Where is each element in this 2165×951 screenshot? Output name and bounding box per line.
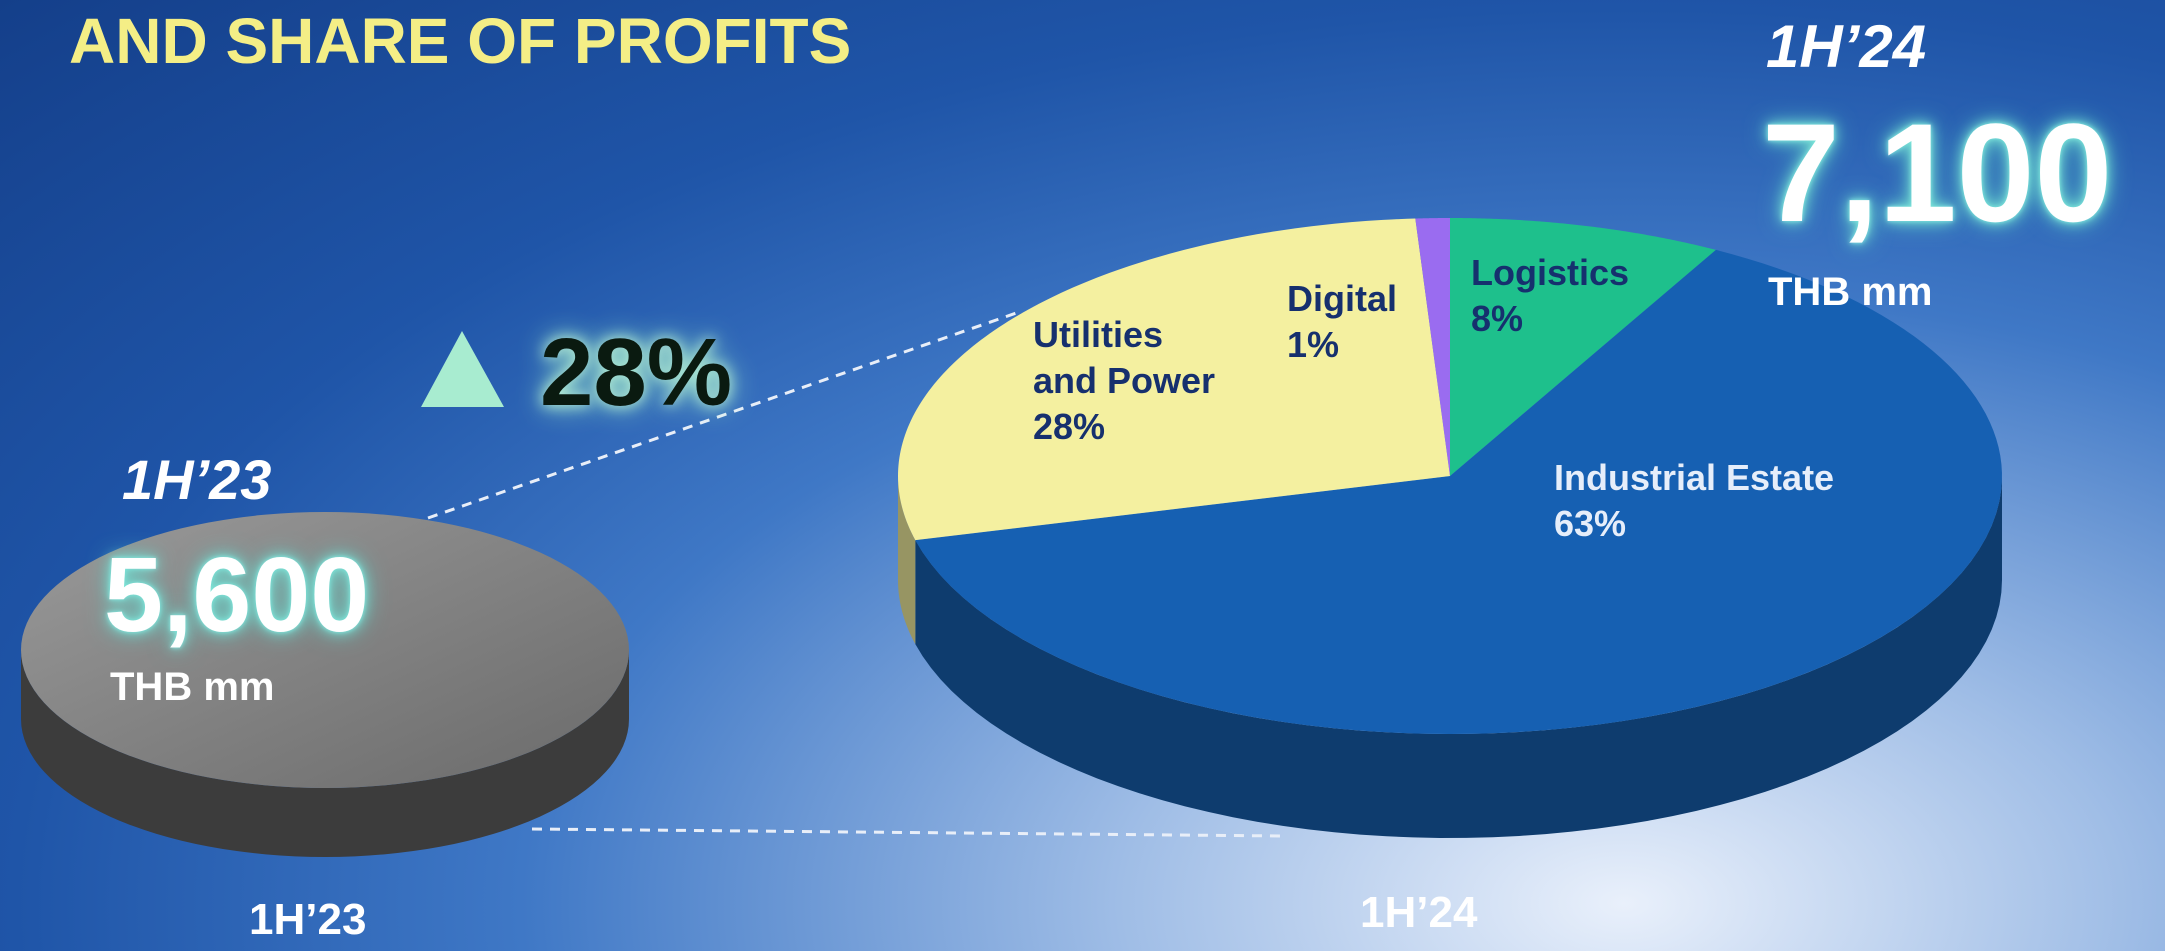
connector: [427, 309, 1023, 520]
pie-slice: [898, 218, 1450, 541]
pie-slice: [1450, 218, 1716, 476]
change: 28%: [540, 319, 733, 426]
value-label: 63%: [1554, 503, 1627, 544]
value-label: 8%: [1471, 298, 1524, 339]
category-name: Digital: [1287, 278, 1398, 319]
slice-label: Industrial Estate 63%: [1554, 455, 1834, 547]
up-arrow: [421, 331, 504, 407]
pie-side: [915, 476, 2003, 838]
total: 5,600: [104, 536, 370, 654]
pie: [898, 218, 2003, 838]
axis-label: 1H’24: [1360, 888, 1478, 937]
period: 1H’24: [1766, 13, 1927, 80]
disk-top: [21, 512, 629, 788]
disk-side: [21, 650, 629, 857]
pie-slice: [915, 249, 2002, 734]
connector: [531, 827, 1285, 838]
pie-side: [898, 476, 916, 645]
unit: THB mm: [1768, 270, 1933, 314]
category-name: Utilities and Power: [1033, 314, 1216, 401]
slice-label: Utilities and Power 28%: [1033, 312, 1233, 450]
title: AND SHARE OF PROFITS: [69, 5, 852, 77]
period: 1H’23: [122, 448, 272, 511]
value-label: 28%: [1033, 406, 1106, 447]
axis-label: 1H’23: [249, 895, 367, 944]
slice-label: Logistics 8%: [1471, 250, 1629, 342]
total: 7,100: [1762, 94, 2113, 251]
pie-slice: [1415, 218, 1450, 476]
slice-label: Digital 1%: [1287, 276, 1397, 368]
category-name: Industrial Estate: [1554, 457, 1835, 498]
unit: THB mm: [110, 665, 275, 709]
category-name: Logistics: [1471, 252, 1630, 293]
value-label: 1%: [1287, 324, 1340, 365]
